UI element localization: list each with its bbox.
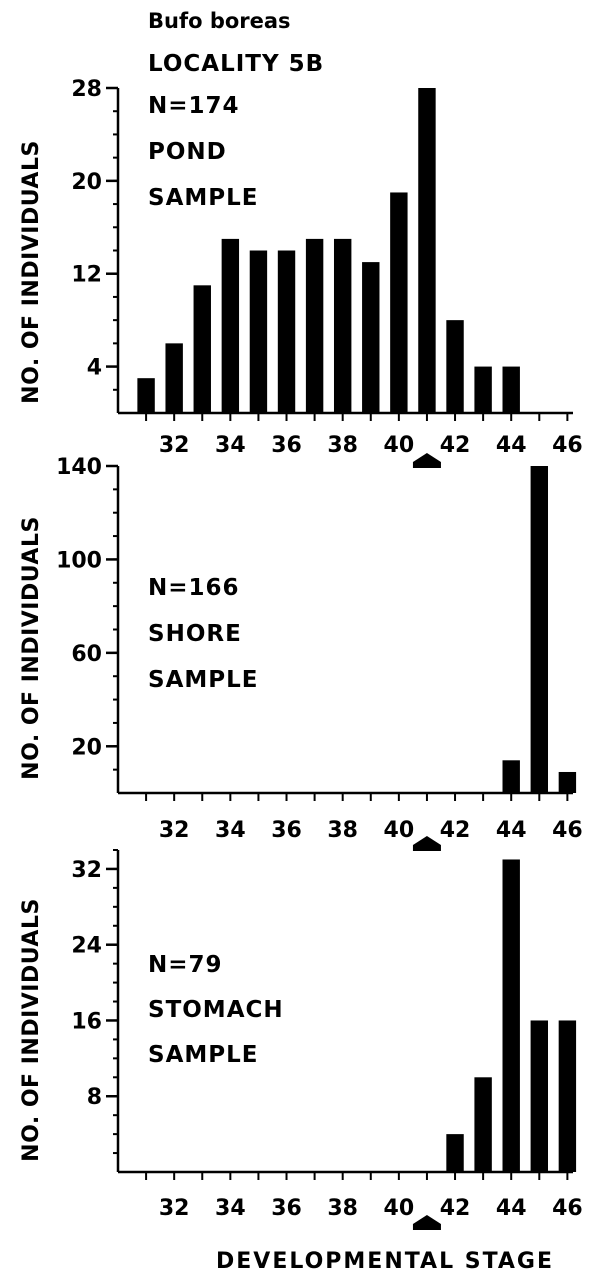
- bar-stage-43: [474, 366, 492, 413]
- y-tick-label: 20: [71, 735, 102, 760]
- x-tick-label: 36: [271, 1196, 302, 1221]
- y-tick-label: 28: [71, 77, 102, 102]
- bar-stage-43: [474, 1077, 492, 1172]
- annotation-line: N=174: [148, 93, 240, 119]
- x-tick-label: 38: [327, 433, 358, 458]
- panel-2: 32 34 36 38 40 42 44 46 20 60 100 140 NO. OF INDIVID…: [19, 455, 583, 851]
- annotation-line: STOMACH: [148, 997, 284, 1023]
- bar-stage-40: [390, 192, 408, 413]
- x-tick-label: 34: [215, 818, 246, 843]
- x-tick-label: 32: [159, 1196, 190, 1221]
- bar-stage-42: [446, 1134, 464, 1172]
- up-arrow-icon: [412, 453, 441, 468]
- x-tick-label: 38: [327, 818, 358, 843]
- x-tick-label: 34: [215, 433, 246, 458]
- y-tick-label: 32: [71, 858, 102, 883]
- bar-stage-44: [502, 366, 520, 413]
- bar-stage-33: [193, 285, 211, 413]
- x-tick-label: 44: [496, 1196, 527, 1221]
- y-tick-label: 8: [87, 1085, 102, 1110]
- x-tick-label: 38: [327, 1196, 358, 1221]
- up-arrow-icon: [412, 836, 441, 851]
- y-axis-label: NO. OF INDIVIDUALS: [19, 140, 44, 404]
- bar-stage-44: [502, 859, 520, 1172]
- panel-3: 32 34 36 38 40 42 44 46 8 16 24 32 NO. OF INDIVIDUAL…: [19, 849, 583, 1230]
- x-tick-label: 36: [271, 818, 302, 843]
- annotation-line: SAMPLE: [148, 667, 258, 693]
- bar-stage-37: [305, 238, 324, 413]
- x-tick-label: 40: [384, 433, 415, 458]
- bar-stage-31: [137, 378, 155, 413]
- x-tick-label: 46: [552, 1196, 583, 1221]
- y-tick-label: 16: [71, 1009, 102, 1034]
- x-tick-label: 36: [271, 433, 302, 458]
- bar-stage-35: [249, 250, 268, 413]
- bar-stage-32: [165, 343, 183, 413]
- x-tick-label: 40: [384, 1196, 415, 1221]
- species-title: Bufo boreas: [148, 9, 291, 33]
- up-arrow-icon: [412, 1215, 441, 1230]
- x-tick-label: 44: [496, 818, 527, 843]
- y-tick-label: 60: [71, 642, 102, 667]
- bar-stage-45: [530, 1020, 549, 1172]
- locality-label: LOCALITY 5B: [148, 51, 324, 77]
- x-axis-label: DEVELOPMENTAL STAGE: [216, 1249, 554, 1274]
- y-tick-label: 4: [87, 356, 102, 381]
- annotation-line: POND: [148, 139, 227, 165]
- x-tick-label: 32: [159, 818, 190, 843]
- annotation-line: SHORE: [148, 621, 242, 647]
- bar-stage-46: [558, 771, 577, 793]
- y-axis-label: NO. OF INDIVIDUALS: [19, 516, 44, 780]
- bar-stage-39: [362, 262, 380, 413]
- y-tick-label: 12: [71, 263, 102, 288]
- bar-stage-36: [277, 250, 296, 413]
- annotation-line: SAMPLE: [148, 1042, 258, 1068]
- panel-1: 32 34 36 38 40 42 44 46 4 12 20 28 NO. OF INDIVIDUAL…: [19, 77, 583, 468]
- x-tick-label: 42: [440, 818, 471, 843]
- x-tick-label: 40: [384, 818, 415, 843]
- bar-stage-42: [446, 320, 464, 413]
- x-tick-label: 42: [440, 433, 471, 458]
- y-tick-label: 24: [71, 934, 102, 959]
- y-tick-label: 140: [56, 455, 102, 480]
- x-tick-label: 46: [552, 818, 583, 843]
- annotation-line: N=166: [148, 575, 240, 601]
- annotation-line: SAMPLE: [148, 185, 258, 211]
- bar-stage-41: [418, 88, 436, 413]
- bar-stage-38: [333, 238, 352, 413]
- x-tick-label: 44: [496, 433, 527, 458]
- bar-stage-46: [558, 1020, 577, 1172]
- y-axis-label: NO. OF INDIVIDUALS: [19, 898, 44, 1162]
- bar-stage-44: [502, 760, 520, 793]
- x-tick-label: 42: [440, 1196, 471, 1221]
- x-tick-label: 46: [552, 433, 583, 458]
- bar-stage-45: [530, 466, 549, 793]
- y-tick-label: 20: [71, 170, 102, 195]
- y-tick-label: 100: [56, 548, 102, 573]
- x-tick-label: 34: [215, 1196, 246, 1221]
- x-tick-label: 32: [159, 433, 190, 458]
- bar-stage-34: [221, 238, 240, 413]
- annotation-line: N=79: [148, 952, 223, 978]
